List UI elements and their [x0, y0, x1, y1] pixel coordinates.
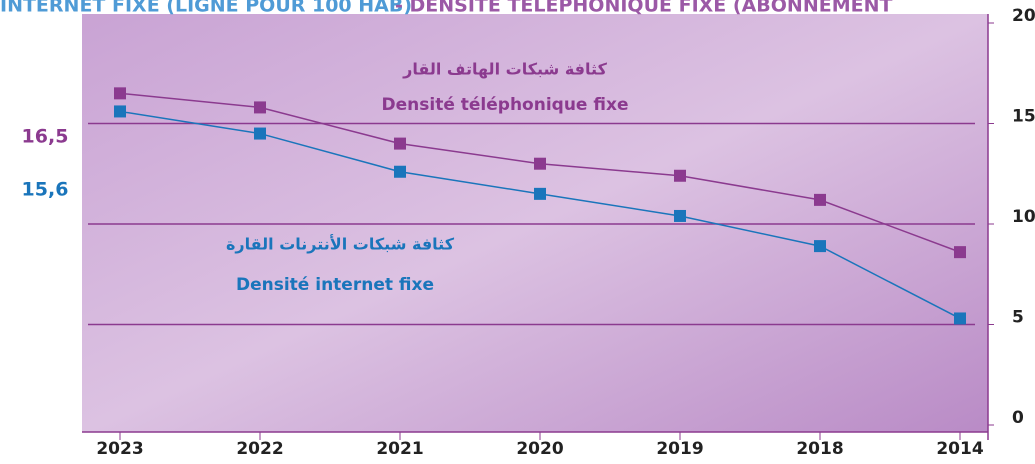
- marker: [394, 165, 406, 178]
- marker: [254, 127, 266, 140]
- marker: [954, 312, 966, 325]
- x-tick-label: 2020: [516, 439, 563, 459]
- x-tick-label: 2022: [236, 439, 283, 459]
- x-tick-label: 2014: [936, 439, 983, 459]
- chart-title: - DENSITÉ TÉLÉPHONIQUE FIXE (ABONNEMENT: [395, 0, 892, 17]
- x-tick-label: 2023: [96, 439, 143, 459]
- x-tick-label: 2019: [656, 439, 703, 459]
- marker: [114, 105, 126, 118]
- marker: [674, 209, 686, 222]
- marker: [534, 157, 546, 170]
- y-tick-label: 20: [1012, 6, 1035, 26]
- chart-title: INTERNET FIXE (LIGNE POUR 100 HAB): [0, 0, 412, 17]
- marker: [394, 137, 406, 150]
- marker: [254, 101, 266, 114]
- x-tick-label: 2021: [376, 439, 423, 459]
- marker: [814, 240, 826, 253]
- y-tick-label: 15: [1012, 107, 1035, 127]
- y-tick-label: 0: [1012, 408, 1024, 428]
- value-label: 15,6: [22, 179, 69, 201]
- series-label-ar: كثافة شبكات الهاتف القار: [402, 60, 607, 79]
- plot-background: [82, 14, 988, 432]
- marker: [674, 169, 686, 182]
- series-label-ar: كثافة شبكات الأنترنات القارة: [226, 235, 455, 254]
- x-tick-label: 2018: [796, 439, 843, 459]
- marker: [814, 193, 826, 206]
- marker: [114, 87, 126, 100]
- series-label: Densité internet fixe: [236, 275, 434, 295]
- value-label: 16,5: [22, 126, 69, 148]
- y-tick-label: 5: [1012, 308, 1024, 328]
- marker: [534, 187, 546, 200]
- series-label: Densité téléphonique fixe: [382, 95, 629, 115]
- marker: [954, 246, 966, 259]
- y-tick-label: 10: [1012, 207, 1035, 227]
